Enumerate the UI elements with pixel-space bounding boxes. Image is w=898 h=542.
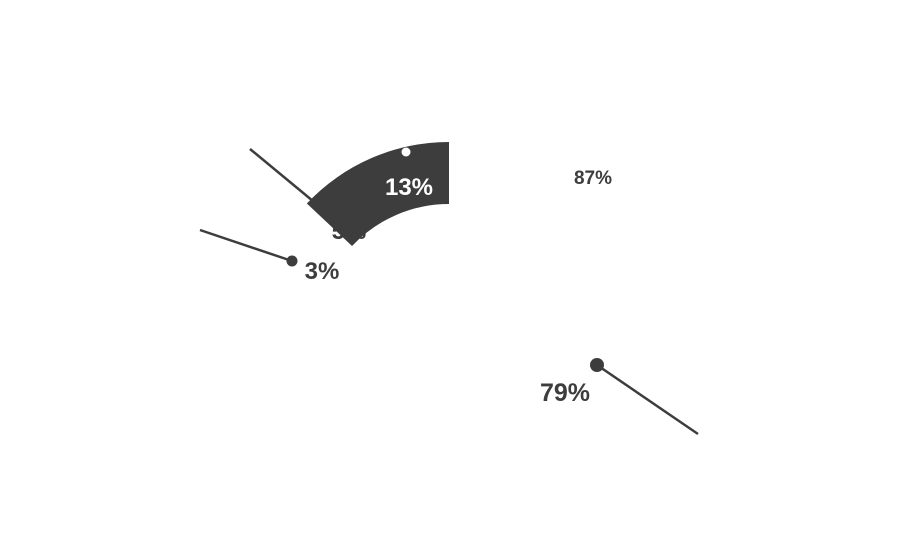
leader-lines-layer: [199, 148, 699, 436]
leader-5-line: [249, 148, 326, 212]
slice-label-5: 5%: [332, 218, 367, 245]
leader-3-dot: [286, 255, 298, 267]
leader-5-dot: [319, 205, 331, 217]
slice-label-13: 13%: [385, 174, 433, 201]
slices-layer: [254, 142, 644, 532]
slice-label-79: 79%: [540, 379, 590, 407]
outer-slice-13: [306, 142, 449, 246]
slice-marker-dot: [401, 147, 411, 157]
leader-79-line: [596, 363, 699, 436]
slice-label-87: 87%: [574, 168, 612, 189]
slice-label-3: 3%: [305, 258, 340, 285]
leader-3-line: [199, 228, 293, 263]
leader-79-dot: [590, 358, 604, 372]
outer-slice-87: [254, 142, 644, 532]
